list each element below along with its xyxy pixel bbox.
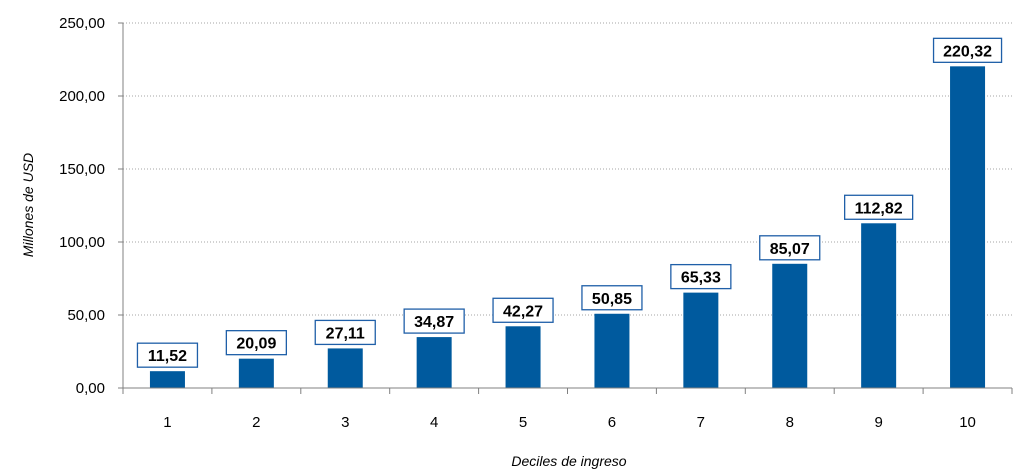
bar [149, 371, 185, 388]
x-tick-label: 6 [608, 414, 616, 431]
data-label: 27,11 [326, 325, 365, 342]
data-label: 85,07 [770, 241, 810, 258]
data-label: 65,33 [681, 270, 721, 287]
data-label: 112,82 [855, 200, 903, 217]
data-label-box [932, 37, 1003, 63]
bar [950, 66, 986, 389]
y-axis-title: Millones de USD [20, 153, 36, 257]
y-tick-label: 50,00 [67, 307, 105, 324]
x-tick-label: 7 [697, 414, 705, 431]
y-tick-label: 150,00 [59, 161, 105, 178]
data-label: 20,09 [236, 336, 276, 353]
data-label: 50,85 [592, 291, 632, 308]
bar [416, 337, 452, 388]
data-label-box [759, 235, 821, 261]
x-tick-label: 8 [786, 414, 794, 431]
gridlines [123, 22, 1012, 316]
axes: 0,00 50,00 100,00 150,00 200,00 250,00 1 2 3 4 5 6 7… [59, 15, 1013, 431]
bar [772, 263, 808, 388]
x-tick-label: 1 [163, 414, 171, 431]
bar [861, 223, 897, 388]
x-tick-label: 9 [874, 414, 882, 431]
data-label: 220,32 [943, 43, 992, 60]
data-label-box [225, 330, 288, 356]
data-label-box [314, 319, 376, 346]
bar [594, 313, 630, 388]
x-axis-title: Deciles de ingreso [511, 453, 626, 469]
y-tick-label: 100,00 [59, 234, 105, 251]
y-tick-label: 0,00 [76, 380, 105, 397]
data-label-box [403, 308, 465, 334]
data-label-box [670, 263, 732, 290]
bar [505, 326, 541, 388]
bar [683, 292, 719, 388]
x-tick-label: 10 [959, 414, 976, 431]
data-label: 42,27 [503, 303, 543, 320]
bar [327, 348, 363, 388]
bars [149, 66, 986, 389]
x-tick-label: 5 [519, 414, 527, 431]
x-tick-label: 2 [252, 414, 260, 431]
bar [238, 358, 274, 388]
data-label-box [492, 297, 554, 323]
x-tick-label: 4 [430, 414, 438, 431]
data-label-box [136, 342, 199, 368]
y-tick-label: 250,00 [59, 15, 105, 32]
x-tick-label: 3 [341, 414, 349, 431]
data-label-box [581, 285, 643, 311]
data-label-box [844, 194, 914, 220]
data-label: 34,87 [414, 314, 454, 331]
data-label: 11,52 [148, 348, 187, 365]
y-tick-label: 200,00 [59, 88, 105, 105]
data-labels: 11,52 20,09 27,11 34,87 42,27 50,85 65,33 85,07… [136, 37, 1003, 368]
